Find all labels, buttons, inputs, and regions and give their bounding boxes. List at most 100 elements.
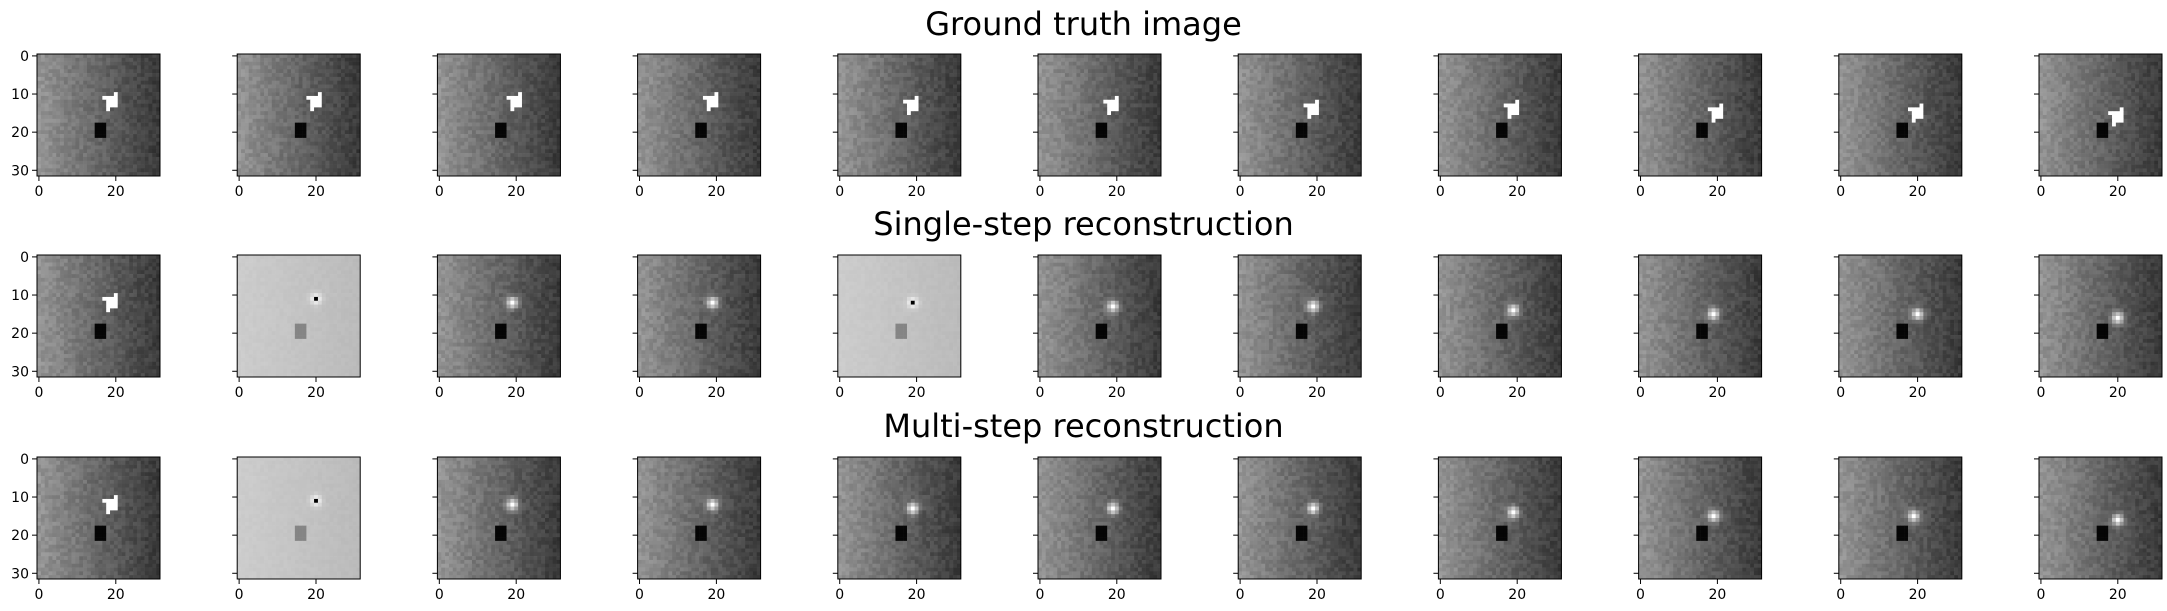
panel-r0-c7: 0 20: [1433, 54, 1561, 200]
x-tick-label: 20: [2109, 184, 2127, 200]
x-tick-label: 20: [307, 587, 325, 603]
x-tick-label: 0: [635, 184, 644, 200]
x-tick-label: 0: [435, 184, 444, 200]
x-tick-label: 0: [2036, 587, 2045, 603]
x-tick-label: 0: [34, 385, 43, 401]
x-tick-label: 20: [107, 184, 125, 200]
x-tick-label: 0: [1236, 184, 1245, 200]
panel-r0-c6: 0 20: [1233, 54, 1361, 200]
x-tick-label: 20: [707, 184, 725, 200]
y-tick-label: 20: [11, 125, 29, 141]
x-tick-label: 20: [707, 385, 725, 401]
x-tick-label: 0: [235, 587, 244, 603]
x-tick-label: 20: [2109, 385, 2127, 401]
x-tick-label: 20: [307, 184, 325, 200]
x-tick-label: 20: [1508, 385, 1526, 401]
x-tick-label: 20: [1308, 587, 1326, 603]
y-tick-label: 0: [20, 49, 29, 65]
x-tick-label: 20: [1909, 587, 1927, 603]
y-tick-label: 10: [11, 288, 29, 304]
panel-r1-c9: 0 20: [1834, 255, 1962, 401]
panel-r0-c4: 0 20: [833, 54, 961, 200]
x-tick-label: 20: [1708, 587, 1726, 603]
panel-r0-c8: 0 20: [1634, 54, 1762, 200]
x-tick-label: 20: [507, 587, 525, 603]
x-tick-label: 0: [2036, 385, 2045, 401]
x-tick-label: 0: [1436, 587, 1445, 603]
panel-r0-c10: 0 20: [2034, 54, 2162, 200]
x-tick-label: 0: [34, 587, 43, 603]
panel-r1-c2: 0 20: [432, 255, 560, 401]
x-tick-label: 0: [835, 385, 844, 401]
panel-r0-c5: 0 20: [1033, 54, 1161, 200]
x-tick-label: 0: [635, 587, 644, 603]
panel-r1-c3: 0 20: [633, 255, 761, 401]
y-tick-label: 10: [11, 87, 29, 103]
x-tick-label: 0: [435, 385, 444, 401]
panel-r2-c4: 0 20: [833, 457, 961, 603]
x-tick-label: 20: [507, 184, 525, 200]
panel-r0-c0: 0 20 0 10 20 30: [11, 49, 160, 200]
x-tick-label: 0: [1836, 587, 1845, 603]
x-tick-label: 0: [1236, 587, 1245, 603]
x-tick-label: 0: [1436, 385, 1445, 401]
y-tick-label: 20: [11, 326, 29, 342]
x-tick-label: 0: [1436, 184, 1445, 200]
panel-r0-c3: 0 20: [633, 54, 761, 200]
panel-r2-c6: 0 20: [1233, 457, 1361, 603]
x-tick-label: 0: [235, 385, 244, 401]
y-tick-label: 30: [11, 364, 29, 380]
x-tick-label: 0: [1836, 385, 1845, 401]
x-tick-label: 0: [1636, 385, 1645, 401]
x-tick-label: 20: [908, 184, 926, 200]
panel-r0-c2: 0 20: [432, 54, 560, 200]
x-tick-label: 0: [835, 184, 844, 200]
panel-r2-c5: 0 20: [1033, 457, 1161, 603]
panel-r2-c2: 0 20: [432, 457, 560, 603]
x-tick-label: 20: [307, 385, 325, 401]
x-tick-label: 20: [107, 587, 125, 603]
y-tick-label: 0: [20, 452, 29, 468]
x-tick-label: 20: [507, 385, 525, 401]
y-tick-label: 30: [11, 566, 29, 582]
panel-r1-c8: 0 20: [1634, 255, 1762, 401]
x-tick-label: 20: [1108, 184, 1126, 200]
x-tick-label: 20: [1308, 184, 1326, 200]
panel-r2-c1: 0 20: [232, 457, 360, 603]
panel-r2-c9: 0 20: [1834, 457, 1962, 603]
x-tick-label: 0: [435, 587, 444, 603]
panel-r1-c1: 0 20: [232, 255, 360, 401]
x-tick-label: 20: [1508, 184, 1526, 200]
x-tick-label: 0: [34, 184, 43, 200]
x-tick-label: 0: [1836, 184, 1845, 200]
panel-r2-c8: 0 20: [1634, 457, 1762, 603]
x-tick-label: 20: [1909, 385, 1927, 401]
x-tick-label: 20: [908, 587, 926, 603]
y-tick-label: 30: [11, 163, 29, 179]
x-tick-label: 20: [908, 385, 926, 401]
x-tick-label: 20: [1108, 587, 1126, 603]
y-tick-label: 10: [11, 490, 29, 506]
panel-r1-c10: 0 20: [2034, 255, 2162, 401]
x-tick-label: 20: [1909, 184, 1927, 200]
x-tick-label: 20: [1708, 184, 1726, 200]
y-tick-label: 0: [20, 250, 29, 266]
x-tick-label: 20: [1508, 587, 1526, 603]
panel-r2-c7: 0 20: [1433, 457, 1561, 603]
x-tick-label: 0: [1035, 587, 1044, 603]
x-tick-label: 0: [835, 587, 844, 603]
x-tick-label: 20: [1708, 385, 1726, 401]
x-tick-label: 20: [1308, 385, 1326, 401]
panel-r0-c1: 0 20: [232, 54, 360, 200]
x-tick-label: 0: [235, 184, 244, 200]
x-tick-label: 0: [1636, 587, 1645, 603]
x-tick-label: 0: [1636, 184, 1645, 200]
x-tick-label: 0: [2036, 184, 2045, 200]
x-tick-label: 0: [635, 385, 644, 401]
panel-r1-c7: 0 20: [1433, 255, 1561, 401]
x-tick-label: 0: [1035, 385, 1044, 401]
x-tick-label: 0: [1035, 184, 1044, 200]
